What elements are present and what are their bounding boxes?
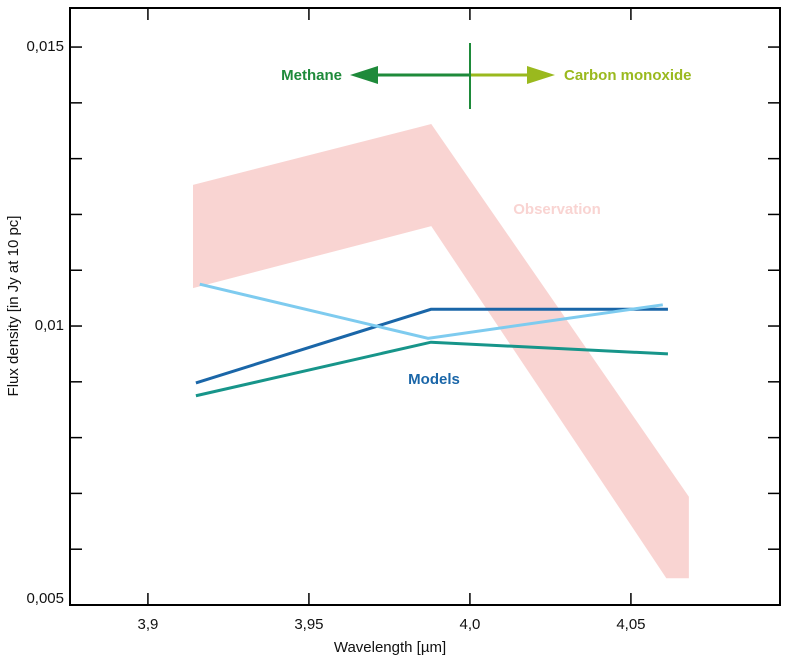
y-tick-label: 0,005 bbox=[26, 590, 64, 607]
plot-frame bbox=[69, 7, 781, 606]
annotation: Carbon monoxide bbox=[564, 67, 692, 84]
observation-band bbox=[193, 124, 689, 579]
x-tick-label: 4,0 bbox=[459, 616, 480, 633]
annotation: Observation bbox=[513, 201, 601, 218]
y-tick-label: 0,01 bbox=[35, 317, 64, 334]
annotation: Methane bbox=[281, 67, 342, 84]
model-line bbox=[199, 282, 664, 340]
model-line bbox=[195, 340, 669, 398]
methane-arrowhead bbox=[350, 66, 378, 84]
annotation: Models bbox=[408, 371, 460, 388]
y-tick-label: 0,015 bbox=[26, 38, 64, 55]
x-axis-label: Wavelength [µm] bbox=[334, 639, 446, 656]
x-tick-label: 4,05 bbox=[616, 616, 645, 633]
y-axis-label: Flux density [in Jy at 10 pc] bbox=[5, 216, 22, 397]
co-arrowhead bbox=[527, 66, 555, 84]
x-tick-label: 3,9 bbox=[137, 616, 158, 633]
model-line bbox=[195, 307, 668, 385]
x-tick-label: 3,95 bbox=[294, 616, 323, 633]
